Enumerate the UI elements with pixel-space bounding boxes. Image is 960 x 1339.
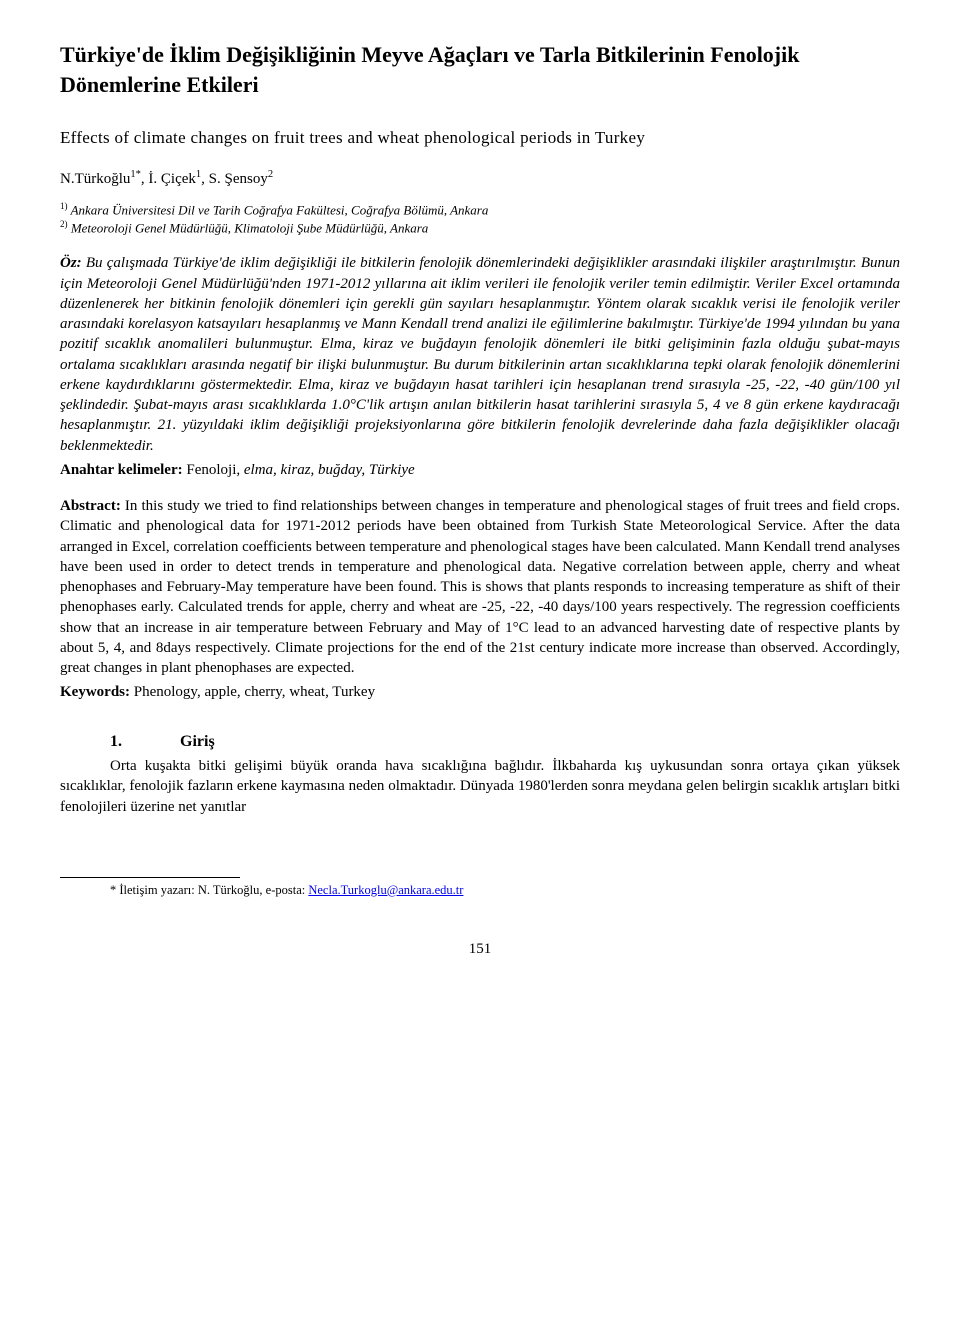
oz-label: Öz:	[60, 255, 86, 271]
section-title: Giriş	[180, 733, 215, 750]
keywords-turkish: Anahtar kelimeler: Fenoloji, elma, kiraz…	[60, 460, 900, 480]
footnote-rule	[60, 877, 240, 878]
affiliations: 1) Ankara Üniversitesi Dil ve Tarih Coğr…	[60, 200, 900, 238]
abstract-body: In this study we tried to find relations…	[60, 498, 900, 676]
body-paragraph: Orta kuşakta bitki gelişimi büyük oranda…	[60, 756, 900, 817]
abstract-turkish: Öz: Bu çalışmada Türkiye'de iklim değişi…	[60, 253, 900, 456]
anahtar-label: Anahtar kelimeler:	[60, 462, 186, 478]
page-number: 151	[60, 939, 900, 959]
keywords-vals: Phenology, apple, cherry, wheat, Turkey	[134, 684, 375, 700]
paper-title: Türkiye'de İklim Değişikliğinin Meyve Ağ…	[60, 40, 900, 99]
keywords-english: Keywords: Phenology, apple, cherry, whea…	[60, 682, 900, 702]
footnote-text: * İletişim yazarı: N. Türkoğlu, e-posta:	[110, 883, 308, 897]
oz-body: Bu çalışmada Türkiye'de iklim değişikliğ…	[60, 255, 900, 453]
footnote-email-link[interactable]: Necla.Turkoglu@ankara.edu.tr	[308, 883, 463, 897]
paper-subtitle-en: Effects of climate changes on fruit tree…	[60, 127, 900, 150]
footnote: * İletişim yazarı: N. Türkoğlu, e-posta:…	[110, 882, 900, 899]
authors-line: N.Türkoğlu1*, İ. Çiçek1, S. Şensoy2	[60, 168, 900, 189]
anahtar-first: Fenoloji	[186, 462, 236, 478]
abstract-english: Abstract: In this study we tried to find…	[60, 496, 900, 678]
anahtar-rest: , elma, kiraz, buğday, Türkiye	[236, 462, 414, 478]
section-heading: 1.Giriş	[110, 731, 900, 753]
keywords-label: Keywords:	[60, 684, 134, 700]
abstract-label: Abstract:	[60, 498, 125, 514]
section-number: 1.	[110, 731, 180, 753]
